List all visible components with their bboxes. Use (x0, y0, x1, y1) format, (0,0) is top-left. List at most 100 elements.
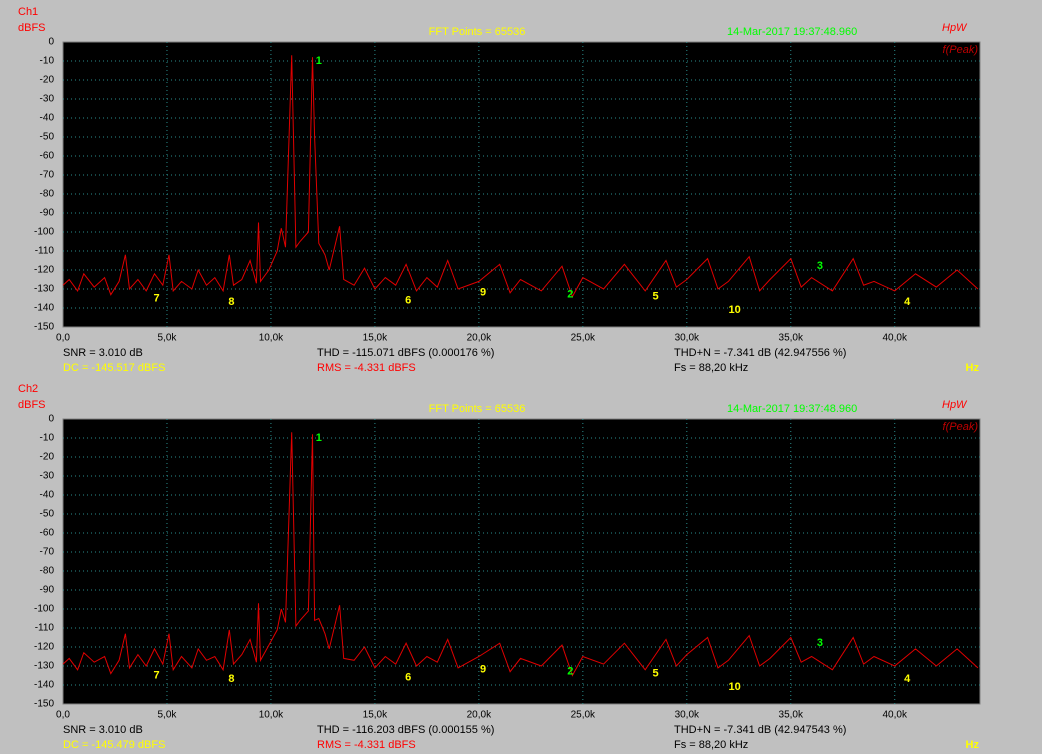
harmonic-marker: 1 (316, 432, 322, 444)
harmonic-marker: 4 (904, 296, 911, 308)
mode-label: f(Peak) (943, 421, 979, 433)
stat: THD+N = -7.341 dB (42.947556 %) (674, 347, 846, 359)
x-tick-label: 30,0k (675, 333, 700, 344)
mode-label: f(Peak) (943, 44, 979, 56)
stat: DC = -145.517 dBFS (63, 362, 165, 374)
x-tick-label: 35,0k (779, 333, 804, 344)
spectrum-line (62, 432, 979, 677)
y-tick-label: -100 (34, 604, 54, 615)
timestamp: 14-Mar-2017 19:37:48.960 (727, 403, 857, 415)
plot-area (62, 41, 981, 328)
stat: RMS = -4.331 dBFS (317, 362, 416, 374)
stat: Fs = 88,20 kHz (674, 362, 748, 374)
y-tick-label: 0 (48, 37, 54, 48)
harmonic-marker: 7 (154, 669, 160, 681)
harmonic-marker: 8 (228, 673, 234, 685)
x-tick-label: 30,0k (675, 710, 700, 721)
y-tick-label: -40 (40, 490, 55, 501)
y-tick-label: -10 (40, 433, 55, 444)
y-unit-label: dBFS (18, 22, 46, 34)
stat: SNR = 3.010 dB (63, 724, 143, 736)
x-tick-label: 40,0k (883, 710, 908, 721)
harmonic-marker: 2 (567, 289, 573, 301)
stat: THD = -116.203 dBFS (0.000155 %) (317, 724, 494, 736)
y-tick-label: -20 (40, 75, 55, 86)
stat: Fs = 88,20 kHz (674, 739, 748, 751)
y-tick-label: -40 (40, 113, 55, 124)
harmonic-marker: 10 (729, 681, 741, 693)
stat: THD+N = -7.341 dB (42.947543 %) (674, 724, 846, 736)
brand: HpW (942, 399, 968, 411)
channel-label: Ch2 (18, 383, 38, 395)
harmonic-marker: 7 (154, 292, 160, 304)
y-tick-label: -70 (40, 547, 55, 558)
x-tick-label: 15,0k (363, 710, 388, 721)
fft-points: FFT Points = 65536 (429, 26, 526, 38)
y-tick-label: -20 (40, 452, 55, 463)
y-tick-label: -110 (35, 623, 55, 634)
x-tick-label: 5,0k (158, 710, 178, 721)
y-tick-label: -50 (40, 132, 55, 143)
stat: THD = -115.071 dBFS (0.000176 %) (317, 347, 494, 359)
harmonic-marker: 9 (480, 287, 486, 299)
x-tick-label: 0,0 (56, 710, 70, 721)
x-tick-label: 20,0k (467, 333, 492, 344)
timestamp: 14-Mar-2017 19:37:48.960 (727, 26, 857, 38)
x-unit-label: Hz (966, 362, 980, 374)
harmonic-marker: 5 (653, 291, 659, 303)
plot-area (62, 418, 981, 705)
harmonic-marker: 6 (405, 294, 411, 306)
y-tick-label: -90 (40, 585, 55, 596)
fft-points: FFT Points = 65536 (429, 403, 526, 415)
x-tick-label: 25,0k (571, 333, 596, 344)
harmonic-marker: 6 (405, 671, 411, 683)
y-tick-label: -130 (34, 284, 54, 295)
y-unit-label: dBFS (18, 399, 46, 411)
x-tick-label: 40,0k (883, 333, 908, 344)
y-tick-label: -90 (40, 208, 55, 219)
harmonic-marker: 8 (228, 296, 234, 308)
y-tick-label: -80 (40, 189, 55, 200)
stat: SNR = 3.010 dB (63, 347, 143, 359)
harmonic-marker: 5 (653, 668, 659, 680)
y-tick-label: -150 (34, 322, 54, 333)
y-tick-label: -50 (40, 509, 55, 520)
y-tick-label: -120 (34, 265, 54, 276)
spectrum-line (62, 55, 979, 298)
x-tick-label: 25,0k (571, 710, 596, 721)
x-tick-label: 15,0k (363, 333, 388, 344)
y-tick-label: -70 (40, 170, 55, 181)
y-tick-label: -100 (34, 227, 54, 238)
x-tick-label: 20,0k (467, 710, 492, 721)
channel-label: Ch1 (18, 6, 38, 18)
x-unit-label: Hz (966, 739, 980, 751)
y-tick-label: -120 (34, 642, 54, 653)
stat: DC = -145.479 dBFS (63, 739, 165, 751)
y-tick-label: -140 (34, 303, 54, 314)
harmonic-marker: 3 (817, 260, 823, 272)
x-tick-label: 5,0k (158, 333, 178, 344)
y-tick-label: 0 (48, 414, 54, 425)
y-tick-label: -30 (40, 471, 55, 482)
harmonic-marker: 10 (729, 304, 741, 316)
stat: RMS = -4.331 dBFS (317, 739, 416, 751)
y-tick-label: -60 (40, 528, 55, 539)
x-tick-label: 0,0 (56, 333, 70, 344)
harmonic-marker: 1 (316, 55, 322, 67)
y-tick-label: -110 (35, 246, 55, 257)
y-tick-label: -150 (34, 699, 54, 710)
brand: HpW (942, 22, 968, 34)
y-tick-label: -130 (34, 661, 54, 672)
x-tick-label: 10,0k (259, 710, 284, 721)
y-tick-label: -140 (34, 680, 54, 691)
y-tick-label: -60 (40, 151, 55, 162)
y-tick-label: -30 (40, 94, 55, 105)
x-tick-label: 10,0k (259, 333, 284, 344)
harmonic-marker: 2 (567, 666, 573, 678)
harmonic-marker: 4 (904, 673, 911, 685)
harmonic-marker: 3 (817, 637, 823, 649)
x-tick-label: 35,0k (779, 710, 804, 721)
harmonic-marker: 9 (480, 664, 486, 676)
y-tick-label: -80 (40, 566, 55, 577)
